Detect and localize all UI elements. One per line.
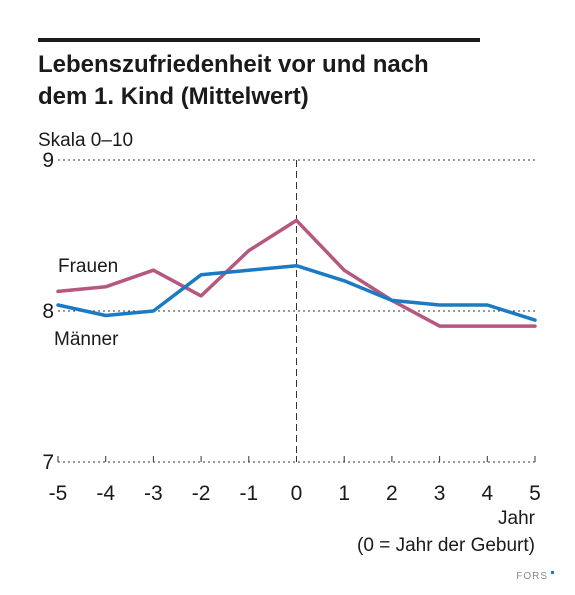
x-tick-label--2: -2 — [192, 482, 211, 505]
x-tick-label--3: -3 — [144, 482, 163, 505]
series-label-frauen: Frauen — [58, 256, 118, 277]
fors-logo: FORS — [516, 571, 554, 582]
x-tick-label--1: -1 — [239, 482, 258, 505]
gridlines — [58, 159, 535, 462]
y-axis-label: Skala 0–10 — [38, 130, 133, 151]
series-line-frauen — [56, 218, 537, 328]
x-tick-labels: -5 -4 -3 -2 -1 0 1 2 3 4 5 — [49, 482, 541, 505]
chart-title-line-2: dem 1. Kind (Mittelwert) — [38, 83, 309, 110]
y-tick-labels: 7 8 9 — [42, 149, 54, 474]
x-tick-label-1: 1 — [338, 482, 350, 505]
x-axis-label-line-1: Jahr — [498, 508, 536, 529]
x-tick-label-4: 4 — [481, 482, 493, 505]
y-tick-label-7: 7 — [42, 451, 54, 474]
series-lines — [56, 218, 537, 328]
x-tick-label-5: 5 — [529, 482, 541, 505]
chart-title-line-1: Lebenszufriedenheit vor und nach — [38, 51, 429, 78]
y-tick-label-9: 9 — [42, 149, 54, 172]
x-tick-label-0: 0 — [291, 482, 303, 505]
x-axis — [57, 456, 536, 463]
x-tick-label-2: 2 — [386, 482, 398, 505]
x-axis-label-line-2: (0 = Jahr der Geburt) — [357, 535, 535, 556]
x-tick-label-3: 3 — [434, 482, 446, 505]
y-tick-label-8: 8 — [42, 300, 54, 323]
fors-logo-dot — [551, 571, 554, 574]
series-label-maenner: Männer — [54, 329, 119, 350]
x-tick-label--5: -5 — [49, 482, 68, 505]
fors-logo-text: FORS — [516, 571, 548, 582]
title-rule — [38, 38, 480, 42]
x-tick-label--4: -4 — [96, 482, 115, 505]
series-line-maenner — [56, 263, 537, 322]
